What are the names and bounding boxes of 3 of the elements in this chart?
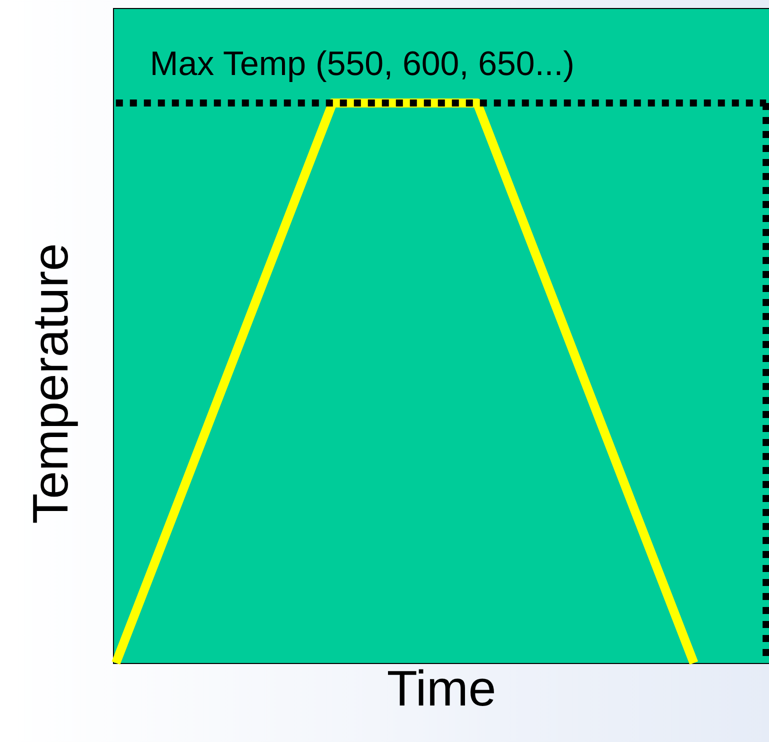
y-axis-title: Temperature [22,243,78,524]
ref-line-label: Max Temp (550, 600, 650...) [150,45,574,83]
x-axis-title: Time [386,660,496,716]
